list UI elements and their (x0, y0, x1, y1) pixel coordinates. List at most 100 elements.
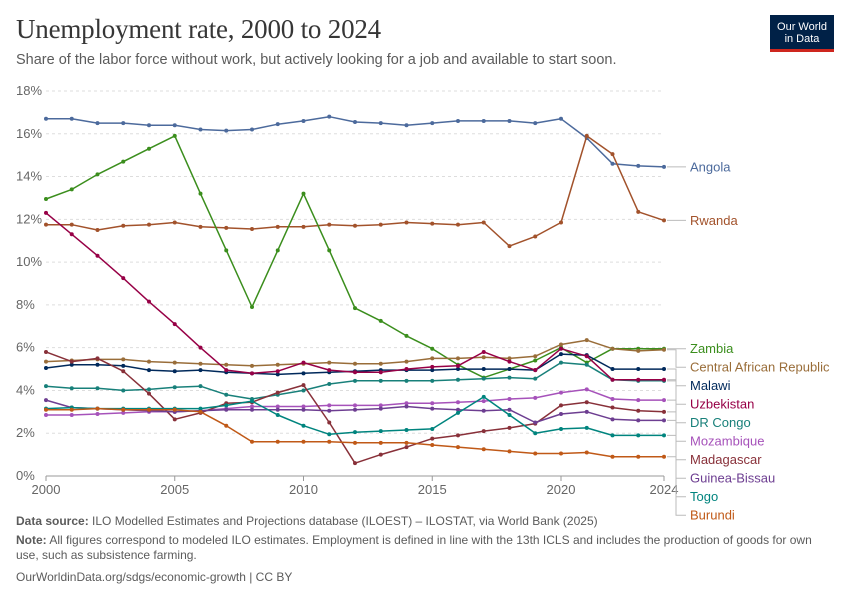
data-point (610, 377, 615, 382)
data-point (533, 234, 538, 239)
data-point (224, 392, 229, 397)
data-point (224, 407, 229, 412)
data-point (250, 399, 254, 404)
data-point (533, 376, 538, 381)
data-point (378, 403, 383, 408)
data-point (533, 420, 538, 425)
data-point (481, 376, 486, 381)
data-point (507, 425, 512, 430)
data-point (378, 429, 383, 434)
data-point (662, 218, 666, 223)
data-point (636, 367, 641, 372)
data-point (636, 209, 641, 214)
data-point (610, 367, 615, 372)
data-point (662, 418, 666, 423)
data-point (172, 133, 177, 138)
data-point (224, 423, 229, 428)
data-point (198, 191, 203, 196)
data-point (636, 377, 641, 382)
data-point (172, 123, 177, 128)
data-point (584, 354, 589, 359)
data-point (559, 426, 563, 431)
data-point (121, 369, 126, 374)
data-point (378, 452, 383, 457)
data-point (353, 440, 357, 445)
data-point (121, 276, 126, 281)
data-point (301, 371, 306, 376)
data-point (327, 382, 332, 387)
data-point (121, 121, 126, 126)
data-point (121, 388, 126, 393)
data-point (507, 244, 512, 249)
data-point (610, 405, 615, 410)
data-point (430, 356, 435, 361)
data-point (327, 368, 332, 373)
data-point (636, 433, 641, 438)
data-point (584, 362, 589, 367)
data-point (378, 361, 383, 366)
data-point (147, 123, 151, 128)
series-line-togo (45, 396, 664, 437)
series-line-angola (46, 115, 665, 168)
data-point (353, 370, 357, 375)
note-text: All figures correspond to modeled ILO es… (16, 533, 812, 562)
y-tick-label: 0% (16, 468, 35, 483)
data-point (44, 398, 48, 403)
y-tick-label: 14% (16, 169, 42, 184)
data-point (636, 408, 641, 413)
data-point (481, 367, 486, 372)
data-point (404, 440, 409, 445)
data-point (69, 386, 74, 391)
data-point (44, 384, 48, 389)
data-point (430, 436, 435, 441)
logo-line-2: in Data (784, 33, 820, 45)
data-point (456, 118, 460, 123)
data-point (610, 161, 615, 166)
data-point (327, 403, 332, 408)
data-point (353, 403, 357, 408)
data-point (456, 400, 460, 405)
note-label: Note: (16, 533, 47, 547)
data-point (353, 407, 357, 412)
x-tick-label: 2005 (160, 482, 189, 497)
data-point (456, 363, 460, 368)
data-point (147, 368, 151, 373)
data-point (327, 114, 332, 119)
data-point (224, 225, 229, 230)
source-url[interactable]: OurWorldinData.org/sdgs/economic-growth … (16, 570, 293, 584)
data-point (172, 417, 177, 422)
data-point (353, 120, 357, 125)
data-source: Data source: ILO Modelled Estimates and … (16, 514, 598, 529)
data-point (198, 409, 203, 414)
owid-logo[interactable]: Our World in Data (770, 15, 834, 52)
x-tick-label: 2024 (650, 482, 679, 497)
data-point (610, 417, 615, 422)
data-point (198, 368, 203, 373)
data-point (481, 355, 486, 360)
data-point (95, 356, 100, 361)
data-point (172, 220, 177, 225)
data-point (662, 377, 666, 382)
data-point (327, 360, 332, 365)
data-point (559, 342, 563, 347)
data-point (404, 123, 409, 128)
legend-label: Central African Republic (690, 360, 830, 375)
data-point (250, 363, 254, 368)
data-point (198, 384, 203, 389)
data-point (456, 407, 460, 412)
data-source-text: ILO Modelled Estimates and Projections d… (92, 514, 598, 528)
data-point (44, 407, 48, 412)
data-point (44, 349, 48, 354)
data-point (121, 223, 126, 228)
y-tick-label: 2% (16, 425, 35, 440)
data-point (172, 385, 177, 390)
data-point (481, 220, 486, 225)
data-point (430, 378, 435, 383)
data-point (404, 401, 409, 406)
data-point (404, 404, 409, 409)
data-point (507, 118, 512, 123)
data-point (584, 338, 589, 343)
data-point (172, 369, 177, 374)
data-point (662, 398, 666, 403)
data-point (327, 408, 332, 413)
